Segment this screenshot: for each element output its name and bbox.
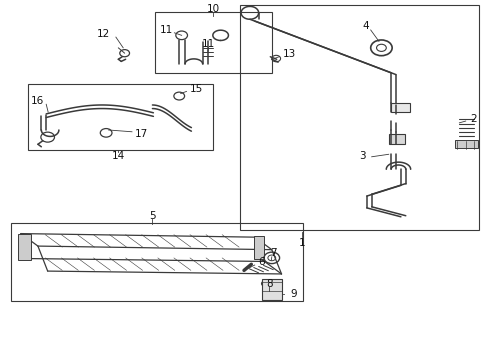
Text: 7: 7 — [270, 248, 276, 258]
Text: 8: 8 — [266, 279, 272, 289]
Text: 3: 3 — [360, 151, 366, 161]
Bar — [240, 5, 479, 230]
Bar — [19, 234, 30, 260]
Text: 12: 12 — [97, 28, 110, 39]
Bar — [391, 103, 410, 112]
Bar — [28, 84, 213, 150]
Text: 11: 11 — [202, 39, 215, 49]
Text: 6: 6 — [258, 257, 265, 267]
Bar — [155, 12, 272, 73]
Text: 2: 2 — [471, 114, 477, 124]
Bar — [254, 237, 265, 258]
Bar — [389, 134, 405, 144]
Bar — [456, 140, 478, 148]
Text: 4: 4 — [363, 21, 369, 31]
Text: 9: 9 — [291, 289, 297, 299]
Text: 13: 13 — [283, 49, 296, 59]
Text: 5: 5 — [149, 211, 156, 221]
Text: 10: 10 — [207, 4, 220, 14]
Text: 15: 15 — [190, 84, 203, 94]
Text: 16: 16 — [31, 96, 45, 106]
Bar — [11, 223, 303, 301]
Bar — [262, 279, 282, 300]
Text: 11: 11 — [159, 25, 172, 35]
Text: 17: 17 — [135, 129, 148, 139]
Text: 1: 1 — [299, 238, 306, 248]
Text: 14: 14 — [112, 151, 125, 161]
